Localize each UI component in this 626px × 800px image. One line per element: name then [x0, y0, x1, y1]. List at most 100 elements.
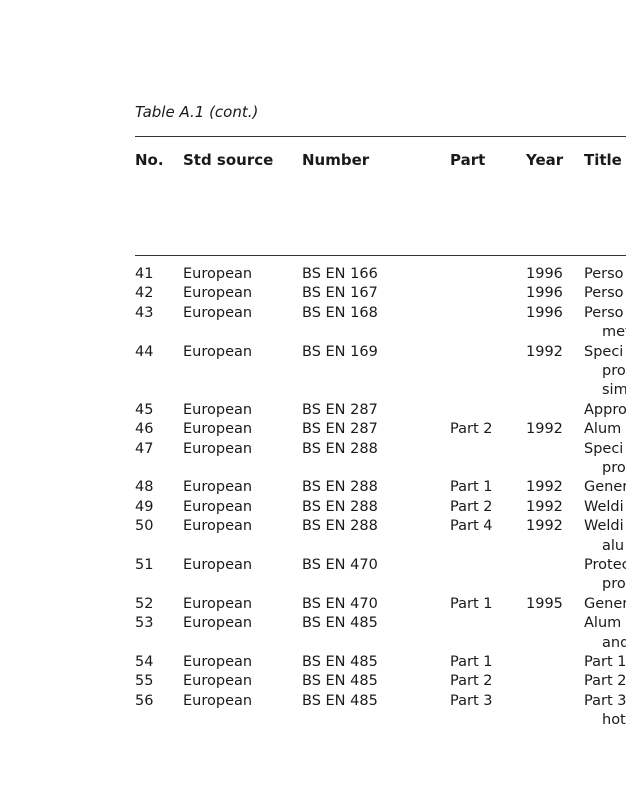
table-caption: Table A.1 (cont.) — [135, 103, 259, 121]
cell-number: BS EN 470 — [302, 556, 378, 573]
cell-title: Perso — [584, 284, 624, 303]
cell-std-source: European — [183, 343, 253, 360]
cell-year: 1996 — [526, 285, 563, 302]
title-line: Alum — [584, 615, 622, 632]
cell-number: BS EN 287 — [302, 421, 378, 438]
title-line: hot — [602, 712, 626, 729]
title-line: pro — [602, 459, 626, 476]
title-line: Speci — [584, 440, 624, 457]
table-row: 44 European BS EN 169 1992 Speci pro sim — [0, 343, 626, 401]
cell-part: Part 3 — [450, 692, 493, 709]
table-row: 53 European BS EN 485 Alum and — [0, 614, 626, 653]
cell-year: 1992 — [526, 343, 563, 360]
cell-no: 42 — [135, 285, 154, 302]
cell-title: Weldi alu — [584, 517, 624, 556]
cell-title: Alum — [584, 420, 621, 439]
cell-year: 1992 — [526, 421, 563, 438]
header-year: Year — [526, 151, 564, 169]
table-row: 45 European BS EN 287 Appro — [0, 401, 626, 420]
cell-no: 46 — [135, 421, 154, 438]
table-row: 49 European BS EN 288 Part 2 1992 Weldi — [0, 498, 626, 517]
cell-std-source: European — [183, 673, 253, 690]
cell-std-source: European — [183, 401, 253, 418]
table-row: 51 European BS EN 470 Protec pro — [0, 556, 626, 595]
cell-std-source: European — [183, 304, 253, 321]
header-part: Part — [450, 151, 486, 169]
cell-no: 56 — [135, 692, 154, 709]
title-line: Part 3 — [584, 692, 626, 709]
cell-std-source: European — [183, 615, 253, 632]
cell-year: 1992 — [526, 479, 563, 496]
title-line: Appro — [584, 401, 626, 418]
cell-part: Part 1 — [450, 653, 493, 670]
table-body: 41 European BS EN 166 1996 Perso 42 European BS… — [0, 265, 626, 730]
cell-number: BS EN 166 — [302, 266, 378, 282]
cell-std-source: European — [183, 266, 253, 282]
cell-year: 1992 — [526, 518, 563, 535]
cell-number: BS EN 485 — [302, 615, 378, 632]
cell-no: 45 — [135, 401, 154, 418]
table-row: 48 European BS EN 288 Part 1 1992 Gener — [0, 478, 626, 497]
cell-title: Weldi — [584, 498, 624, 517]
title-line: sim — [602, 382, 626, 399]
title-line: Perso — [584, 266, 624, 282]
header-std-source: Std source — [183, 151, 274, 169]
title-line: Speci — [584, 343, 624, 360]
cell-no: 48 — [135, 479, 154, 496]
table-row: 43 European BS EN 168 1996 Perso met — [0, 304, 626, 343]
cell-std-source: European — [183, 285, 253, 302]
cell-part: Part 1 — [450, 479, 493, 496]
cell-number: BS EN 288 — [302, 440, 378, 457]
cell-title: Perso — [584, 265, 624, 284]
cell-no: 51 — [135, 556, 154, 573]
title-line: Perso — [584, 304, 624, 321]
cell-std-source: European — [183, 556, 253, 573]
cell-no: 54 — [135, 653, 154, 670]
cell-title: Gener — [584, 478, 626, 497]
title-line: Weldi — [584, 498, 624, 515]
cell-no: 41 — [135, 266, 154, 282]
cell-part: Part 2 — [450, 498, 493, 515]
cell-part: Part 2 — [450, 673, 493, 690]
title-line: Gener — [584, 479, 626, 496]
cell-number: BS EN 169 — [302, 343, 378, 360]
cell-title: Part 3 hot — [584, 692, 626, 731]
cell-part: Part 2 — [450, 421, 493, 438]
cell-no: 50 — [135, 518, 154, 535]
cell-std-source: European — [183, 479, 253, 496]
table-row: 50 European BS EN 288 Part 4 1992 Weldi alu — [0, 517, 626, 556]
cell-std-source: European — [183, 518, 253, 535]
title-line: Alum — [584, 421, 622, 438]
cell-title: Speci pro sim — [584, 343, 626, 401]
title-line: Gener — [584, 595, 626, 612]
cell-number: BS EN 288 — [302, 518, 378, 535]
cell-number: BS EN 288 — [302, 479, 378, 496]
cell-title: Speci pro — [584, 440, 626, 479]
title-line: pro — [602, 576, 626, 593]
table-row: 55 European BS EN 485 Part 2 Part 2 — [0, 672, 626, 691]
title-line: Part 2 — [584, 673, 626, 690]
cell-number: BS EN 485 — [302, 692, 378, 709]
title-line: pro — [602, 362, 626, 379]
cell-no: 53 — [135, 615, 154, 632]
cell-no: 47 — [135, 440, 154, 457]
cell-std-source: European — [183, 692, 253, 709]
cell-part: Part 1 — [450, 595, 493, 612]
cell-year: 1996 — [526, 266, 563, 282]
cell-number: BS EN 288 — [302, 498, 378, 515]
cell-title: Perso met — [584, 304, 626, 343]
table-row: 46 European BS EN 287 Part 2 1992 Alum — [0, 420, 626, 439]
cell-title: Part 2 — [584, 672, 626, 691]
cell-number: BS EN 167 — [302, 285, 378, 302]
cell-std-source: European — [183, 440, 253, 457]
table-row: 41 European BS EN 166 1996 Perso — [0, 265, 626, 284]
table-row: 47 European BS EN 288 Speci pro — [0, 440, 626, 479]
title-line: Protec — [584, 556, 626, 573]
title-line: Part 1 — [584, 653, 626, 670]
cell-std-source: European — [183, 653, 253, 670]
cell-number: BS EN 168 — [302, 304, 378, 321]
top-rule — [135, 136, 626, 137]
table-row: 56 European BS EN 485 Part 3 Part 3 hot — [0, 692, 626, 731]
cell-std-source: European — [183, 498, 253, 515]
cell-title: Protec pro — [584, 556, 626, 595]
